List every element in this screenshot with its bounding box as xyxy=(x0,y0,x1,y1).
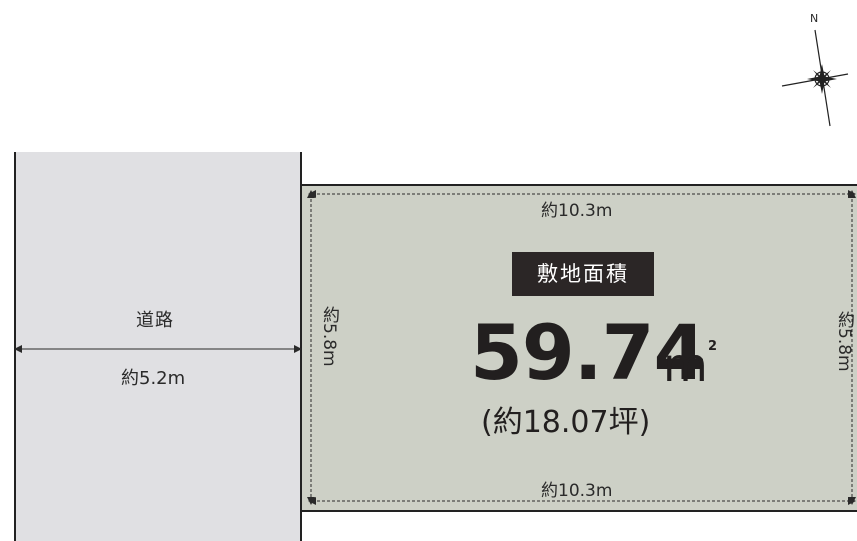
road-width-label: 約5.2m xyxy=(121,368,186,389)
road-edge-right xyxy=(300,152,302,541)
area-unit-superscript: 2 xyxy=(708,339,718,354)
road-edge-left xyxy=(14,152,16,541)
lot-left-dimension: 約5.8m xyxy=(319,306,339,367)
lot-edge-top xyxy=(302,184,857,186)
lot-area xyxy=(302,184,857,511)
lot-edge-bottom xyxy=(302,510,857,512)
compass-rose-icon xyxy=(781,29,849,127)
area-unit: m xyxy=(663,338,708,392)
road-area xyxy=(14,152,302,541)
lot-top-dimension: 約10.3m xyxy=(541,201,613,221)
area-tsubo: (約18.07坪) xyxy=(481,405,651,440)
road-label: 道路 xyxy=(136,310,174,331)
north-label: N xyxy=(810,12,819,25)
area-value: 59.74 xyxy=(470,308,706,397)
area-badge: 敷地面積 xyxy=(512,252,654,296)
lot-right-dimension: 約5.8m xyxy=(834,311,854,372)
lot-bottom-dimension: 約10.3m xyxy=(541,481,613,501)
